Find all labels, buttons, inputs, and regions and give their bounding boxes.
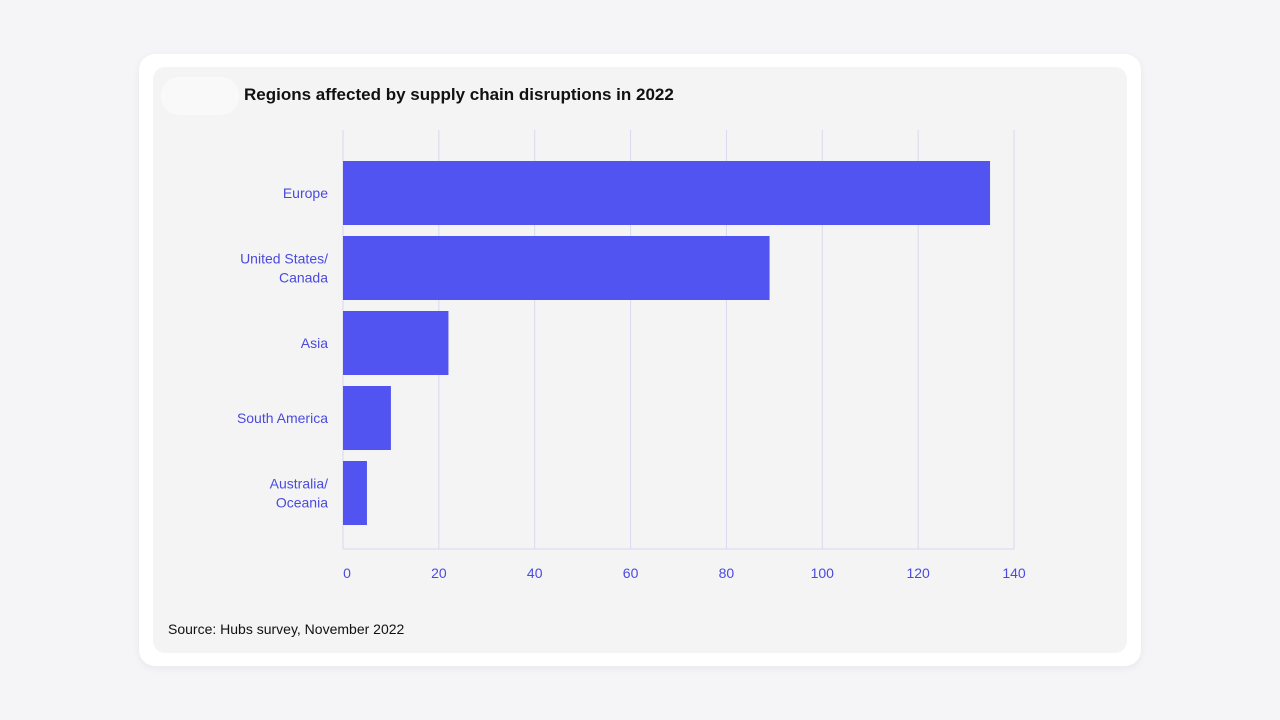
bar — [343, 461, 367, 525]
bar — [343, 386, 391, 450]
category-label: Asia — [301, 335, 328, 351]
x-tick-label: 0 — [343, 565, 351, 581]
x-tick-label: 40 — [527, 565, 543, 581]
category-label: Europe — [283, 185, 328, 201]
category-label: Canada — [279, 270, 328, 286]
category-label: Oceania — [276, 495, 328, 511]
bar — [343, 161, 991, 225]
category-label: South America — [237, 410, 328, 426]
bar — [343, 236, 770, 300]
x-tick-label: 140 — [1002, 565, 1026, 581]
x-tick-label: 100 — [811, 565, 835, 581]
bar-chart: Europe United States/Canada Asia South Amer… — [237, 130, 1026, 581]
chart-panel: Regions affected by supply chain disrupt… — [153, 67, 1127, 653]
category-label: United States/ — [240, 251, 328, 267]
x-tick-label: 120 — [906, 565, 930, 581]
x-tick-label: 60 — [623, 565, 639, 581]
x-tick-label: 80 — [719, 565, 735, 581]
x-tick-label: 20 — [431, 565, 447, 581]
chart-card: Regions affected by supply chain disrupt… — [139, 54, 1141, 666]
source-note: Source: Hubs survey, November 2022 — [168, 621, 405, 637]
chart-title: Regions affected by supply chain disrupt… — [244, 85, 674, 104]
logo-placeholder — [161, 77, 239, 115]
bar — [343, 311, 449, 375]
category-label: Australia/ — [270, 476, 328, 492]
